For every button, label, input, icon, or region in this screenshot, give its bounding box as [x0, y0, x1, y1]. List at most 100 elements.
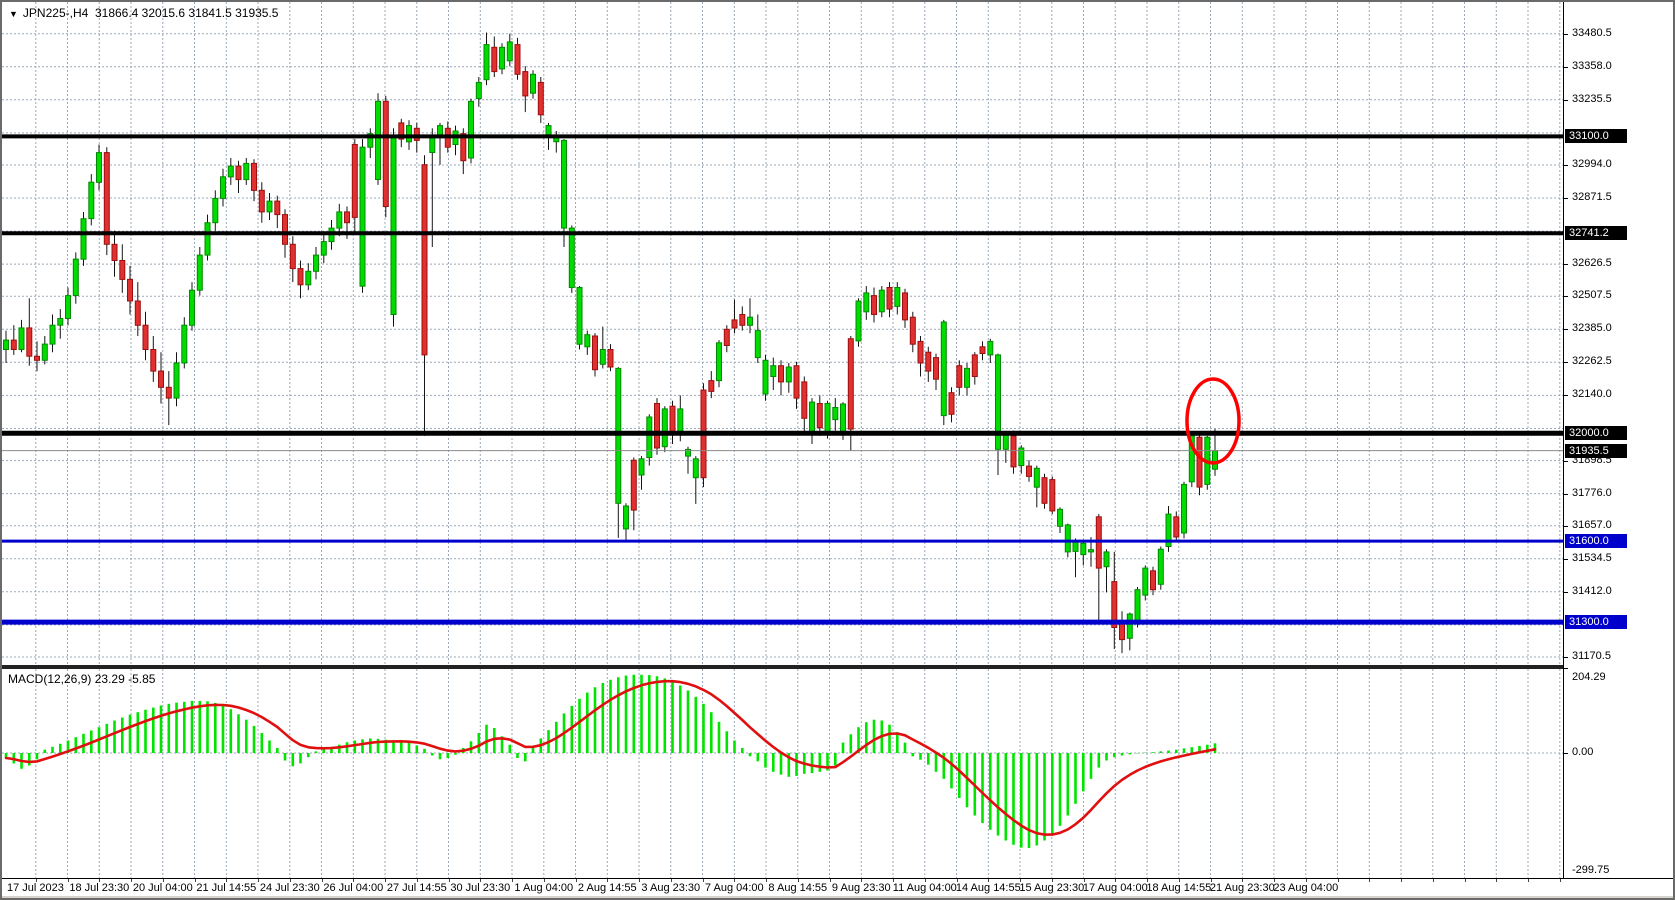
price-tick [1564, 362, 1568, 364]
price-tick [1564, 198, 1568, 199]
time-tick [670, 879, 672, 882]
macd-axis-tick [1564, 667, 1568, 669]
main-chart-area[interactable] [2, 2, 1563, 665]
time-tick [924, 879, 926, 882]
time-axis-label: 30 Jul 23:30 [450, 882, 511, 894]
time-tick [512, 879, 513, 882]
grid [2, 2, 1563, 665]
price-axis-label: 31776.0 [1572, 486, 1612, 499]
price-axis-label: 31657.0 [1572, 518, 1612, 531]
price-axis-label: 33235.5 [1572, 92, 1612, 105]
time-axis-label: 18 Aug 14:55 [1146, 882, 1212, 894]
price-tick [1564, 99, 1568, 101]
time-tick [797, 879, 799, 882]
macd-signal-value: -5.85 [128, 672, 156, 686]
macd-indicator-label: MACD(12,26,9) 23.29 -5.85 [8, 672, 156, 686]
time-tick [226, 879, 228, 882]
time-tick [1115, 879, 1117, 882]
price-tick [1564, 460, 1568, 462]
time-tick [956, 879, 958, 882]
time-tick [1496, 879, 1498, 882]
time-tick [416, 879, 418, 882]
price-axis-label: 31534.5 [1572, 551, 1612, 564]
time-tick [1432, 879, 1434, 882]
time-axis[interactable]: 17 Jul 2023 18 Jul 23:30 20 Jul 04:00 21 Ju… [2, 878, 1673, 897]
macd-signal-line [4, 679, 1217, 836]
support-resistance-lines[interactable] [2, 134, 1563, 625]
time-tick [194, 879, 196, 882]
time-tick [988, 879, 990, 882]
time-axis-label: 11 Aug 04:00 [892, 882, 957, 894]
macd-axis-label: 0.00 [1572, 746, 1594, 758]
price-axis-label: 32262.5 [1572, 355, 1612, 368]
time-tick [321, 879, 323, 882]
time-tick [607, 879, 609, 882]
price-axis-label: 32871.5 [1572, 191, 1612, 203]
price-axis-label: 32994.0 [1572, 158, 1612, 170]
price-axis-label: 32140.0 [1572, 388, 1612, 401]
time-tick [289, 879, 291, 882]
time-axis-label: 26 Jul 04:00 [323, 882, 384, 894]
time-axis-label: 3 Aug 23:30 [641, 882, 701, 894]
price-tick [1564, 525, 1568, 527]
macd-axis-tick [1564, 753, 1568, 754]
price-tick [1564, 493, 1568, 495]
time-tick [162, 879, 164, 882]
time-tick [1464, 879, 1466, 882]
price-axis-label: 33480.5 [1572, 26, 1612, 39]
time-tick [131, 879, 132, 882]
macd-axis-label: -299.75 [1572, 864, 1610, 876]
time-tick [1337, 879, 1339, 882]
chart-title: ▼ JPN225-,H4 31866.4 32015.6 31841.5 3193… [9, 6, 278, 20]
macd-panel[interactable] [2, 669, 1563, 878]
price-axis-label: 32626.5 [1572, 257, 1612, 270]
time-axis-label: 20 Jul 04:00 [132, 882, 193, 894]
price-level-tag: 32741.2 [1565, 226, 1627, 241]
time-tick [702, 879, 704, 882]
time-tick [1210, 879, 1212, 882]
price-tick [1564, 66, 1568, 68]
time-tick [543, 879, 545, 882]
macd-main-value: 23.29 [94, 672, 125, 686]
time-tick [1274, 879, 1275, 882]
symbol-dropdown-icon[interactable]: ▼ [9, 9, 18, 19]
price-tick [1564, 657, 1568, 658]
time-tick [1305, 879, 1307, 882]
time-tick [1369, 879, 1371, 882]
price-tick [1564, 395, 1568, 397]
price-tick [1564, 264, 1568, 266]
time-tick [1051, 879, 1053, 882]
time-axis-label: 2 Aug 14:55 [577, 882, 637, 894]
time-tick [1020, 879, 1021, 882]
time-tick [258, 879, 259, 882]
symbol-period-label: JPN225-,H4 [22, 6, 89, 20]
time-axis-label: 17 Aug 04:00 [1082, 882, 1148, 894]
price-level-tag: 31300.0 [1565, 615, 1627, 630]
price-tick [1564, 296, 1568, 298]
time-axis-label: 9 Aug 23:30 [831, 882, 891, 894]
time-tick [353, 879, 355, 882]
time-tick [35, 879, 37, 882]
price-axis-label: 32507.5 [1572, 289, 1612, 302]
time-tick [480, 879, 482, 882]
time-tick [1178, 879, 1180, 882]
time-axis-label: 8 Aug 14:55 [768, 882, 828, 894]
price-tick [1564, 329, 1568, 331]
price-level-tag: 31600.0 [1565, 534, 1627, 549]
time-tick [766, 879, 767, 882]
time-axis-label: 1 Aug 04:00 [514, 882, 574, 894]
time-tick [734, 879, 736, 882]
price-axis[interactable]: 33480.5 33358.0 33235.5 32994.0 32871.5 32626… [1563, 2, 1673, 879]
price-tick [1564, 33, 1568, 35]
bottom-strip [2, 896, 1673, 898]
time-axis-label: 21 Jul 14:55 [196, 882, 257, 894]
time-tick [639, 879, 640, 882]
time-tick [1147, 879, 1148, 882]
time-axis-label: 7 Aug 04:00 [704, 882, 764, 894]
annotation-circle[interactable] [1185, 377, 1241, 465]
panel-separator[interactable] [2, 665, 1563, 669]
price-axis-label: 31412.0 [1572, 584, 1612, 597]
ohlc-values: 31866.4 32015.6 31841.5 31935.5 [94, 6, 279, 20]
macd-axis-label: 204.29 [1572, 671, 1606, 683]
